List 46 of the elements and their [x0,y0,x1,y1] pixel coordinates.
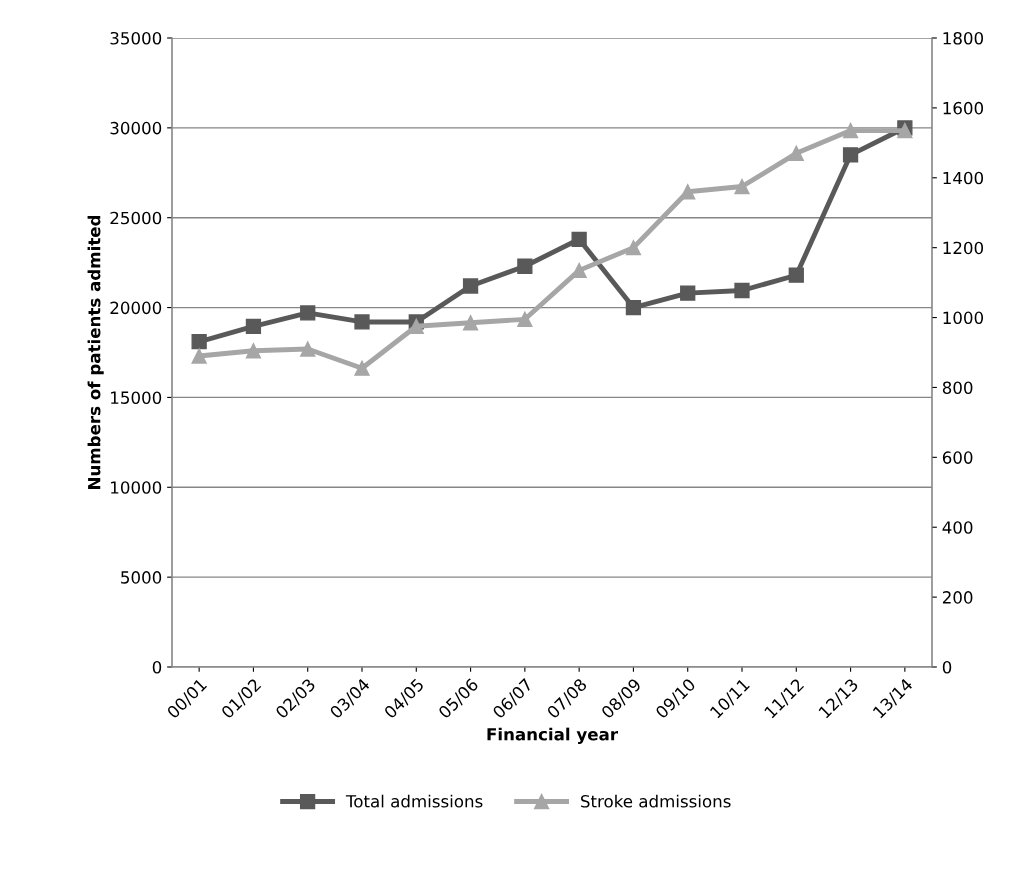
point [625,240,642,256]
x-axis-title: Financial year [487,727,618,744]
y2-tick-label: 1000 [943,311,984,325]
y2-tick-label: 1200 [943,241,984,255]
y2-tick-label: 200 [942,591,973,604]
point [842,122,859,139]
y-tick-label: 15000 [111,391,162,404]
point [680,184,696,200]
y-tick-label: 5000 [121,571,162,584]
point [300,341,316,357]
point [354,314,370,330]
point [191,348,207,364]
y-tick-label: 25000 [110,211,162,225]
point [788,145,804,161]
point [517,311,533,327]
point [408,318,424,334]
y2-tick-label: 1800 [943,31,984,45]
point [462,278,479,294]
y2-tick-label: 800 [942,381,973,395]
legend-label: Total admissions [345,794,483,808]
point [842,147,859,163]
legend-label: Stroke admissions [581,794,731,808]
point [680,285,696,301]
point [191,334,207,350]
point [734,282,750,299]
point [462,315,479,331]
y-tick-label: 30000 [110,121,162,135]
y2-tick-label: 0 [942,660,952,674]
point [300,305,316,321]
point [517,258,533,274]
point [354,360,370,376]
y-tick-label: 10000 [111,481,162,494]
y2-tick-label: 600 [942,451,973,464]
y-tick-label: 35000 [110,31,162,45]
point [245,343,262,359]
point [571,231,587,247]
y2-tick-label: 400 [942,521,973,534]
y2-tick-label: 1600 [943,101,984,115]
y-axis-title: Numbers of patients admited [87,215,104,489]
point [245,318,262,335]
point [788,267,804,283]
y-tick-label: 0 [152,660,162,674]
y-tick-label: 20000 [110,301,162,315]
point [734,178,750,195]
point [625,299,642,316]
y2-tick-label: 1400 [943,171,984,185]
